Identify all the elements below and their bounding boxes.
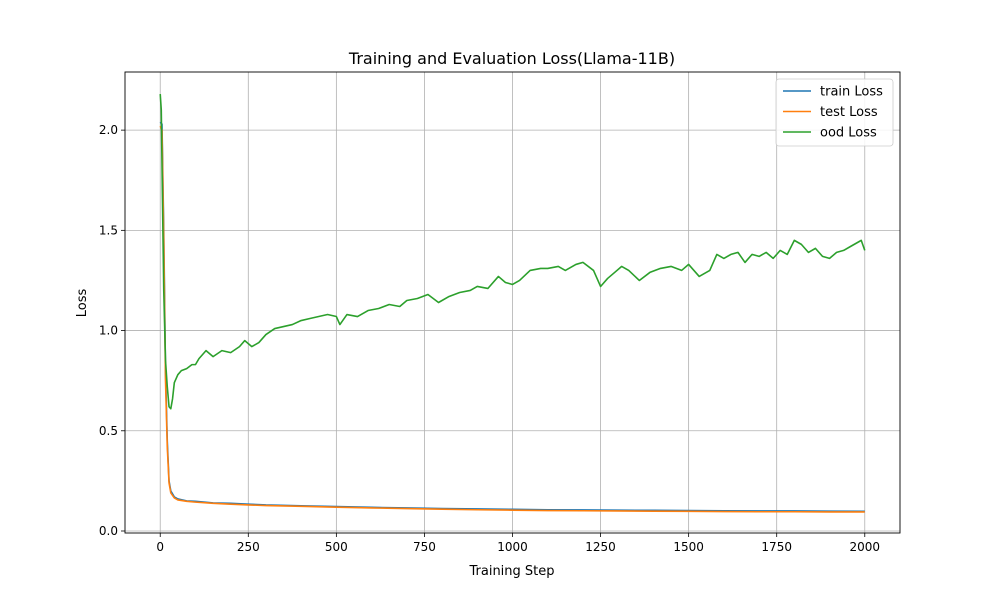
y-axis-label: Loss: [75, 289, 90, 318]
x-tick-label: 500: [325, 540, 348, 554]
legend-box: [775, 78, 894, 147]
grid: [125, 72, 900, 533]
legend-label: train Loss: [820, 85, 883, 100]
x-tick-label: 0: [156, 540, 164, 554]
series-line-test-loss: [159, 125, 865, 513]
series-line-ood-loss: [159, 93, 866, 410]
y-tick-label: 0.0: [99, 524, 118, 538]
x-tick-label: 1250: [585, 540, 616, 554]
x-tick-label: 1750: [761, 540, 792, 554]
x-tick-label: 1000: [497, 540, 528, 554]
x-tick-label: 250: [237, 540, 260, 554]
x-tick-label: 2000: [849, 540, 880, 554]
y-tick-label: 1.5: [99, 223, 118, 237]
axis-ticks: 0 250 500 750 1000 1250 1500 1750 2000 0.0 0.5 1.0 1…: [99, 123, 880, 554]
legend-label: test Loss: [820, 105, 878, 120]
series-lines: [159, 93, 866, 513]
chart-title: Training and Evaluation Loss(Llama-11B): [348, 49, 675, 68]
legend-label: ood Loss: [820, 126, 877, 141]
legend: train Loss test Loss ood Loss: [775, 78, 894, 147]
x-tick-label: 750: [413, 540, 436, 554]
y-tick-label: 1.0: [99, 324, 118, 338]
plot-area-frame: [124, 71, 901, 534]
x-axis-label: Training Step: [468, 564, 554, 579]
y-tick-label: 2.0: [99, 123, 118, 137]
x-tick-label: 1500: [673, 540, 704, 554]
y-tick-label: 0.5: [99, 424, 118, 438]
